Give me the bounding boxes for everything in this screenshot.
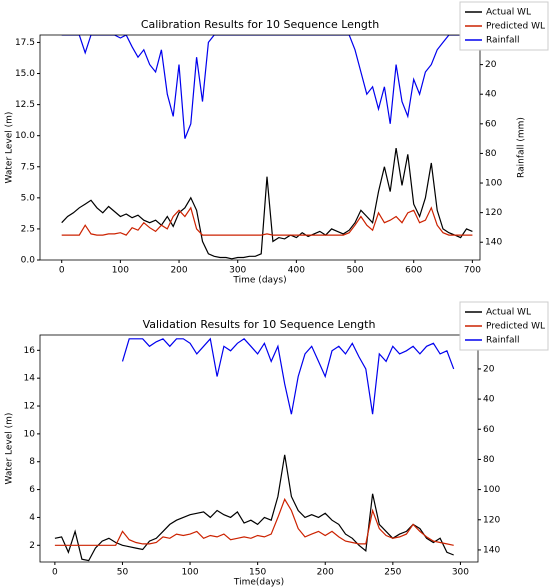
series-line: [54, 454, 454, 562]
legend-label: Actual WL: [486, 308, 531, 318]
y2-tick-label: 40: [483, 395, 495, 405]
y2-tick-label: 120: [483, 515, 500, 525]
legend-label: Predicted WL: [486, 322, 545, 332]
legend-label: Actual WL: [486, 8, 531, 18]
chart-title: Calibration Results for 10 Sequence Leng…: [141, 18, 379, 31]
legend-label: Rainfall: [486, 336, 519, 346]
x-tick-label: 300: [452, 568, 469, 578]
y2-tick-label: 20: [483, 364, 495, 374]
y-tick-label: 12: [24, 402, 35, 412]
y2-tick-label: 20: [485, 60, 497, 70]
chart: Calibration Results for 10 Sequence Leng…: [5, 1, 549, 286]
y-tick-label: 2: [29, 541, 35, 551]
y2-axis-label: Rainfall (mm): [517, 117, 527, 178]
axes-frame: [39, 334, 479, 563]
x-axis-label: Time(days): [233, 578, 284, 587]
x-tick-label: 0: [52, 568, 58, 578]
y-axis-label: Water Level (m): [5, 413, 15, 485]
y-tick-label: 10: [24, 429, 36, 439]
y-tick-label: 0.0: [21, 256, 36, 266]
y2-tick-label: 100: [485, 179, 502, 189]
series-line: [121, 337, 455, 415]
y-tick-label: 5.0: [21, 193, 36, 203]
chart: Validation Results for 10 Sequence Lengt…: [5, 301, 549, 587]
x-tick-label: 500: [346, 266, 363, 276]
y-tick-label: 7.5: [21, 162, 35, 172]
plot: [54, 337, 455, 562]
plot: [61, 35, 473, 260]
x-tick-label: 150: [249, 568, 266, 578]
y2-tick-label: 80: [485, 149, 497, 159]
y-axis-label: Water Level (m): [5, 112, 15, 184]
y-tick-label: 17.5: [15, 38, 35, 48]
x-tick-label: 200: [317, 568, 334, 578]
series-line: [61, 148, 473, 260]
y2-tick-label: 60: [485, 119, 497, 129]
y-tick-label: 6: [29, 485, 35, 495]
y2-tick-label: 40: [485, 90, 497, 100]
x-tick-label: 700: [464, 266, 481, 276]
axes-frame: [39, 34, 481, 261]
series-line: [61, 206, 473, 236]
y2-tick-label: 80: [483, 455, 495, 465]
x-tick-label: 300: [229, 266, 246, 276]
x-axis-label: Time (days): [232, 276, 286, 286]
y-tick-label: 8: [29, 457, 35, 467]
y2-tick-label: 140: [483, 545, 500, 555]
x-tick-label: 600: [405, 266, 422, 276]
x-tick-label: 100: [112, 266, 129, 276]
y-tick-label: 2.5: [21, 224, 35, 234]
series-line: [54, 497, 454, 546]
y-tick-label: 14: [24, 374, 36, 384]
y-tick-label: 12.5: [15, 100, 35, 110]
y-tick-label: 10.0: [15, 131, 35, 141]
y2-tick-label: 100: [483, 485, 500, 495]
x-tick-label: 0: [59, 266, 65, 276]
x-tick-label: 100: [181, 568, 198, 578]
chart-title: Validation Results for 10 Sequence Lengt…: [143, 318, 376, 331]
legend-label: Predicted WL: [486, 22, 545, 32]
x-tick-label: 200: [170, 266, 187, 276]
legend-label: Rainfall: [486, 36, 519, 46]
y2-tick-label: 60: [483, 425, 495, 435]
y2-tick-label: 140: [485, 238, 502, 248]
y-tick-label: 15.0: [15, 69, 35, 79]
y-tick-label: 4: [29, 513, 35, 523]
x-tick-label: 400: [288, 266, 305, 276]
x-tick-label: 250: [384, 568, 401, 578]
series-line: [61, 35, 473, 139]
y2-tick-label: 120: [485, 208, 502, 218]
x-tick-label: 50: [117, 568, 129, 578]
y-tick-label: 16: [24, 346, 36, 356]
